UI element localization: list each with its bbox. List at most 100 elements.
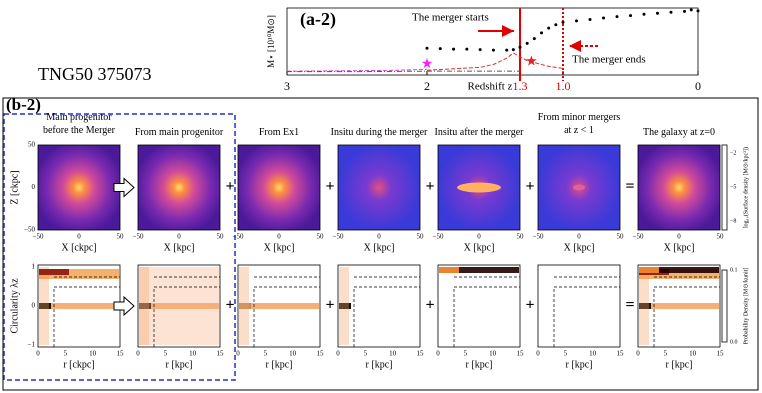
x-axis-label: X [kpc] bbox=[264, 242, 295, 253]
series-line bbox=[426, 52, 564, 71]
colorbar-label: log₁₀(Surface density [M⊙/kpc²]) bbox=[742, 147, 749, 228]
x-tick-label: 10 bbox=[489, 350, 497, 358]
data-point bbox=[452, 47, 456, 51]
circ-plot bbox=[537, 264, 621, 348]
colorbar-tick: −5 bbox=[730, 184, 736, 190]
y-axis-label: M⋆ [10¹⁰M⊙] bbox=[266, 15, 276, 68]
x-tick-label: 10 bbox=[389, 350, 397, 358]
image-frame bbox=[237, 144, 321, 231]
x-tick-label: 1.3 bbox=[513, 79, 528, 93]
x-tick-label: −50 bbox=[633, 233, 644, 241]
density-band bbox=[39, 269, 119, 279]
density-band bbox=[139, 267, 149, 345]
data-point bbox=[547, 26, 551, 30]
guide-lines bbox=[453, 276, 520, 347]
x-tick-label: 0 bbox=[377, 233, 381, 241]
x-tick-label: 0 bbox=[677, 233, 681, 241]
x-tick-label: 0 bbox=[577, 233, 581, 241]
operator: = bbox=[625, 178, 634, 195]
density-band bbox=[639, 303, 719, 309]
guide-lines bbox=[53, 276, 120, 347]
density-band bbox=[339, 267, 349, 345]
operator: + bbox=[425, 178, 434, 195]
density-band bbox=[439, 267, 519, 273]
column-title: Insitu during the merger bbox=[331, 127, 428, 138]
x-tick-label: 0 bbox=[336, 350, 340, 358]
colorbar-tick: −8 bbox=[730, 218, 736, 224]
density-band bbox=[39, 303, 51, 309]
operator: + bbox=[225, 178, 234, 195]
density-band bbox=[239, 303, 319, 309]
data-point bbox=[588, 17, 592, 21]
circ-plot bbox=[437, 264, 521, 348]
x-tick-label: 50 bbox=[617, 233, 625, 241]
density-band bbox=[639, 267, 719, 273]
x-axis-label: Redshift z bbox=[468, 81, 513, 93]
density-band bbox=[639, 267, 659, 273]
disk bbox=[457, 182, 501, 193]
image-frame bbox=[537, 144, 621, 231]
data-point bbox=[425, 46, 429, 50]
x-tick-label: 5 bbox=[164, 350, 168, 358]
x-tick-label: 0 bbox=[177, 233, 181, 241]
data-point bbox=[629, 14, 632, 18]
x-tick-label: 0 bbox=[695, 79, 701, 93]
y-tick-label: 50 bbox=[28, 141, 36, 149]
circ-plot bbox=[237, 264, 321, 348]
circ-plot bbox=[637, 264, 721, 348]
x-tick-label: 5 bbox=[464, 350, 468, 358]
y-axis-label: Circularity λz bbox=[9, 278, 20, 334]
colorbar-tick: 0.0 bbox=[730, 339, 738, 345]
data-point bbox=[525, 41, 529, 45]
galaxy-id: TNG50 375073 bbox=[38, 64, 152, 84]
x-axis-label: X [kpc] bbox=[564, 242, 595, 253]
guide-lines bbox=[153, 276, 220, 347]
data-point bbox=[540, 31, 543, 35]
data-point bbox=[532, 37, 536, 41]
colorbar-tick: 0.1 bbox=[730, 267, 738, 273]
x-axis-label: r [kpc] bbox=[166, 359, 193, 370]
x-tick-label: −50 bbox=[33, 233, 44, 241]
galaxy-image bbox=[138, 145, 220, 230]
y-tick-label: 0 bbox=[32, 302, 36, 310]
x-tick-label: 5 bbox=[364, 350, 368, 358]
x-tick-label: 15 bbox=[317, 350, 325, 358]
y-tick-label: −50 bbox=[24, 226, 35, 234]
colorbar bbox=[721, 144, 728, 231]
x-tick-label: −50 bbox=[433, 233, 444, 241]
galaxy-image bbox=[338, 145, 420, 230]
column-title: Main progenitor before the Merger bbox=[43, 112, 116, 136]
x-tick-label: 15 bbox=[517, 350, 525, 358]
data-point bbox=[505, 48, 509, 52]
density-band bbox=[639, 303, 651, 309]
data-point bbox=[642, 12, 646, 16]
galaxy-image bbox=[38, 145, 120, 230]
data-point bbox=[518, 45, 522, 49]
density-band bbox=[339, 303, 351, 309]
panel-label: (a-2) bbox=[300, 9, 336, 30]
x-axis-label: r [ckpc] bbox=[63, 359, 94, 370]
operator: + bbox=[325, 297, 334, 314]
x-tick-label: 5 bbox=[64, 350, 68, 358]
data-point bbox=[602, 16, 605, 20]
x-tick-label: 50 bbox=[117, 233, 125, 241]
density-band bbox=[639, 267, 649, 345]
guide-lines bbox=[553, 276, 620, 347]
x-axis-label: r [kpc] bbox=[266, 359, 293, 370]
data-point bbox=[689, 8, 693, 12]
x-tick-label: 0 bbox=[536, 350, 540, 358]
x-tick-label: 15 bbox=[617, 350, 625, 358]
x-tick-label: 50 bbox=[717, 233, 725, 241]
guide-lines bbox=[253, 276, 320, 347]
operator: + bbox=[225, 297, 234, 314]
x-tick-label: 0 bbox=[477, 233, 481, 241]
data-point bbox=[575, 19, 578, 23]
x-axis-label: r [kpc] bbox=[566, 359, 593, 370]
x-tick-label: 50 bbox=[217, 233, 225, 241]
arrow-shape bbox=[113, 295, 135, 317]
x-tick-label: 50 bbox=[517, 233, 525, 241]
arrow-shape bbox=[113, 177, 135, 198]
highlight-box bbox=[3, 113, 236, 381]
density-band bbox=[439, 267, 459, 273]
